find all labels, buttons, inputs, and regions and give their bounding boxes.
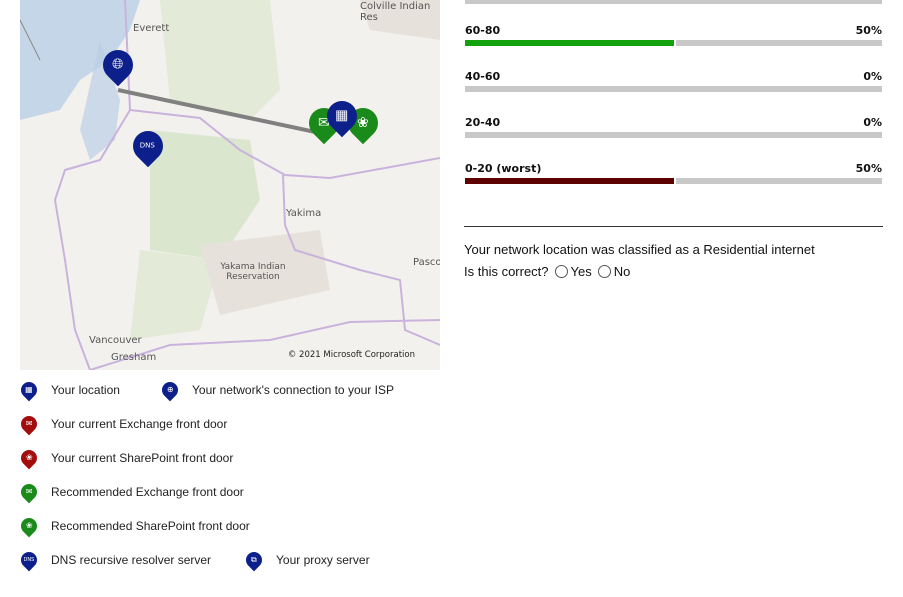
isp-connection-line [117,88,321,135]
map-label-colville: Colville Indian Res [360,1,431,23]
no-label[interactable]: No [613,264,631,279]
map-label-pasco: Pasco [413,257,440,268]
map-label-vancouver: Vancouver [89,335,142,346]
question-label: Is this correct? [464,264,549,279]
sharepoint-icon: ❀ [357,114,369,131]
legend-rec-sharepoint: Recommended SharePoint front door [51,519,250,533]
map-label-yakima: Yakima [286,208,322,219]
score-bar-fill [465,178,676,184]
map-background [20,0,440,370]
legend-isp: Your network's connection to your ISP [192,383,394,397]
divider [464,226,883,227]
map-label-yakama: Yakama Indian Reservation [220,262,286,282]
globe-icon: 🌐︎ [112,56,124,73]
legend-rec-exchange: Recommended Exchange front door [51,485,244,499]
score-percent: 50% [855,24,882,37]
globe-icon: ⊕ [158,378,182,402]
yes-radio[interactable] [554,265,568,278]
score-range-label: 0-20 (worst) [465,162,542,175]
map-label-everett: Everett [133,23,170,34]
yes-label[interactable]: Yes [570,264,592,279]
legend-current-exchange: Your current Exchange front door [51,417,228,431]
score-bar-track [465,86,882,92]
score-range-label: 20-40 [465,116,501,129]
classification-question: Is this correct? Yes No [464,264,630,279]
score-bar-fill [465,40,676,46]
legend-your-location: Your location [51,383,120,397]
no-radio[interactable] [597,265,611,278]
score-range-label: 40-60 [465,70,501,83]
score-percent: 50% [855,162,882,175]
score-bar-track [465,40,882,46]
dns-icon: DNS [17,548,41,572]
map-label-gresham: Gresham [111,352,157,363]
exchange-icon: ✉ [17,480,41,504]
building-icon: ▦ [17,378,41,402]
network-map[interactable]: Everett Colville Indian Res Yakima Yakam… [20,0,440,370]
map-copyright: © 2021 Microsoft Corporation [287,350,415,360]
building-icon: ▦ [335,107,349,124]
score-percent: 0% [863,70,882,83]
dns-icon: DNS [140,141,156,150]
exchange-icon: ✉ [17,412,41,436]
score-percent: 0% [863,116,882,129]
proxy-icon: ⧉ [242,548,266,572]
legend-dns: DNS recursive resolver server [51,553,212,567]
score-bar-track [465,132,882,138]
sharepoint-icon: ❀ [17,446,41,470]
score-range-label: 60-80 [465,24,501,37]
legend-proxy: Your proxy server [276,553,370,567]
sharepoint-icon: ❀ [17,514,41,538]
legend-current-sharepoint: Your current SharePoint front door [51,451,234,465]
score-bar-track [465,178,882,184]
classification-text: Your network location was classified as … [464,242,815,257]
